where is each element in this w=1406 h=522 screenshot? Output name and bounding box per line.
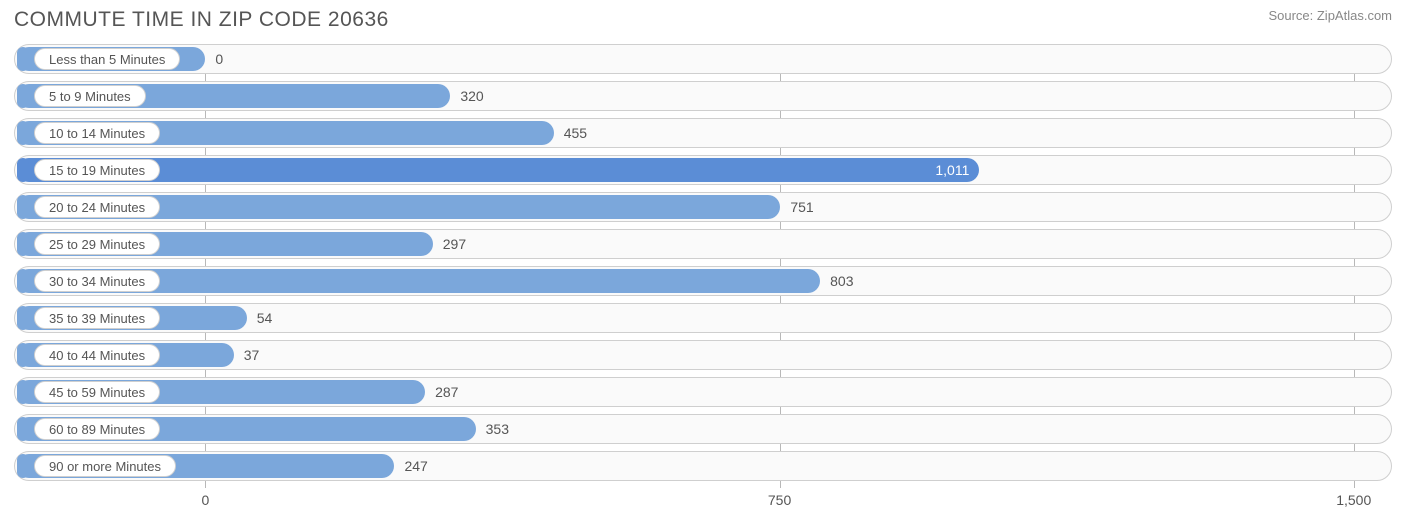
bar-value: 353: [476, 414, 519, 444]
bar-value: 1,011: [14, 155, 979, 185]
bar-value: 803: [820, 266, 863, 296]
x-axis: 0 750 1,500: [14, 492, 1392, 512]
bar-cap: [17, 47, 29, 71]
x-tick-label: 750: [768, 492, 791, 508]
bar-cap: [17, 380, 29, 404]
category-label: 40 to 44 Minutes: [34, 344, 160, 366]
category-label: 35 to 39 Minutes: [34, 307, 160, 329]
bar-cap: [17, 84, 29, 108]
x-tick-label: 0: [201, 492, 209, 508]
bar-row: Less than 5 Minutes 0: [14, 44, 1392, 74]
bar-value: 37: [234, 340, 270, 370]
chart-source: Source: ZipAtlas.com: [1268, 8, 1392, 23]
category-label: 5 to 9 Minutes: [34, 85, 146, 107]
bar-cap: [17, 195, 29, 219]
category-label: 45 to 59 Minutes: [34, 381, 160, 403]
x-tick-label: 1,500: [1336, 492, 1371, 508]
chart-title: COMMUTE TIME IN ZIP CODE 20636: [14, 8, 389, 32]
bar-cap: [17, 269, 29, 293]
bar-value: 320: [450, 81, 493, 111]
chart-container: COMMUTE TIME IN ZIP CODE 20636 Source: Z…: [0, 0, 1406, 522]
bar-cap: [17, 232, 29, 256]
bar-row: 40 to 44 Minutes 37: [14, 340, 1392, 370]
category-label: Less than 5 Minutes: [34, 48, 180, 70]
bar-value: 751: [780, 192, 823, 222]
category-label: 25 to 29 Minutes: [34, 233, 160, 255]
bar-cap: [17, 454, 29, 478]
bar-value: 297: [433, 229, 476, 259]
bar-row: 30 to 34 Minutes 803: [14, 266, 1392, 296]
header: COMMUTE TIME IN ZIP CODE 20636 Source: Z…: [0, 0, 1406, 32]
bar-row: 45 to 59 Minutes 287: [14, 377, 1392, 407]
category-label: 20 to 24 Minutes: [34, 196, 160, 218]
bar-row: 20 to 24 Minutes 751: [14, 192, 1392, 222]
category-label: 30 to 34 Minutes: [34, 270, 160, 292]
bar-cap: [17, 121, 29, 145]
bar-value: 287: [425, 377, 468, 407]
bar-row: 10 to 14 Minutes 455: [14, 118, 1392, 148]
bar-cap: [17, 306, 29, 330]
bar-value: 247: [394, 451, 437, 481]
bar-row: 90 or more Minutes 247: [14, 451, 1392, 481]
bar-row: 15 to 19 Minutes1,011: [14, 155, 1392, 185]
bar-value: 0: [205, 44, 233, 74]
chart-plot-area: Less than 5 Minutes 0 5 to 9 Minutes 320 10 …: [14, 44, 1392, 488]
category-label: 60 to 89 Minutes: [34, 418, 160, 440]
bar-value: 54: [247, 303, 283, 333]
bar-row: 35 to 39 Minutes 54: [14, 303, 1392, 333]
bar-value: 455: [554, 118, 597, 148]
category-label: 90 or more Minutes: [34, 455, 176, 477]
bar-row: 60 to 89 Minutes 353: [14, 414, 1392, 444]
category-label: 10 to 14 Minutes: [34, 122, 160, 144]
bar-cap: [17, 343, 29, 367]
bar-row: 5 to 9 Minutes 320: [14, 81, 1392, 111]
bar-cap: [17, 417, 29, 441]
bar-row: 25 to 29 Minutes 297: [14, 229, 1392, 259]
